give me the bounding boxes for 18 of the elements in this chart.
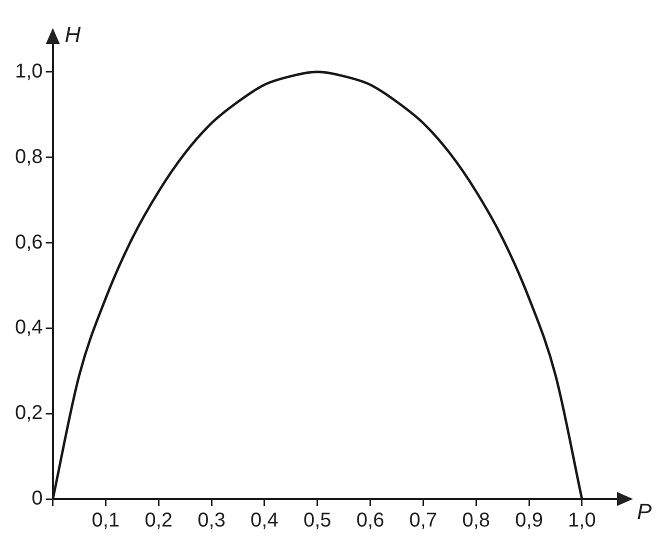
y-tick-label: 1,0	[14, 60, 43, 82]
x-tick-label: 1,0	[568, 510, 596, 532]
x-tick-label: 0,7	[409, 510, 438, 532]
x-tick-label: 0,8	[462, 510, 490, 532]
x-tick-label: 0,3	[198, 510, 226, 532]
y-tick-label: 0,8	[14, 146, 43, 168]
y-tick-label: 0	[32, 488, 43, 510]
y-axis-title: H	[64, 22, 81, 48]
y-tick-label: 0,4	[14, 316, 43, 339]
x-tick-label: 0,6	[356, 510, 384, 532]
y-tick-label: 0,2	[14, 402, 43, 424]
x-tick-label: 0,5	[303, 510, 332, 532]
y-tick-label: 0,6	[14, 231, 43, 254]
x-tick-label: 0,2	[144, 510, 173, 532]
x-axis-title: P	[637, 499, 652, 524]
x-tick-label: 0,4	[250, 510, 278, 532]
x-tick-label: 0,9	[515, 510, 543, 532]
x-tick-label: 0,1	[92, 510, 120, 532]
